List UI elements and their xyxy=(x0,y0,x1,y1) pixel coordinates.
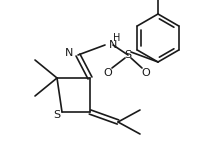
Text: H: H xyxy=(113,33,121,43)
Text: N: N xyxy=(65,48,73,58)
Text: N: N xyxy=(109,40,117,50)
Text: O: O xyxy=(142,68,150,78)
Text: S: S xyxy=(53,110,60,120)
Text: O: O xyxy=(104,68,112,78)
Text: S: S xyxy=(125,50,131,60)
